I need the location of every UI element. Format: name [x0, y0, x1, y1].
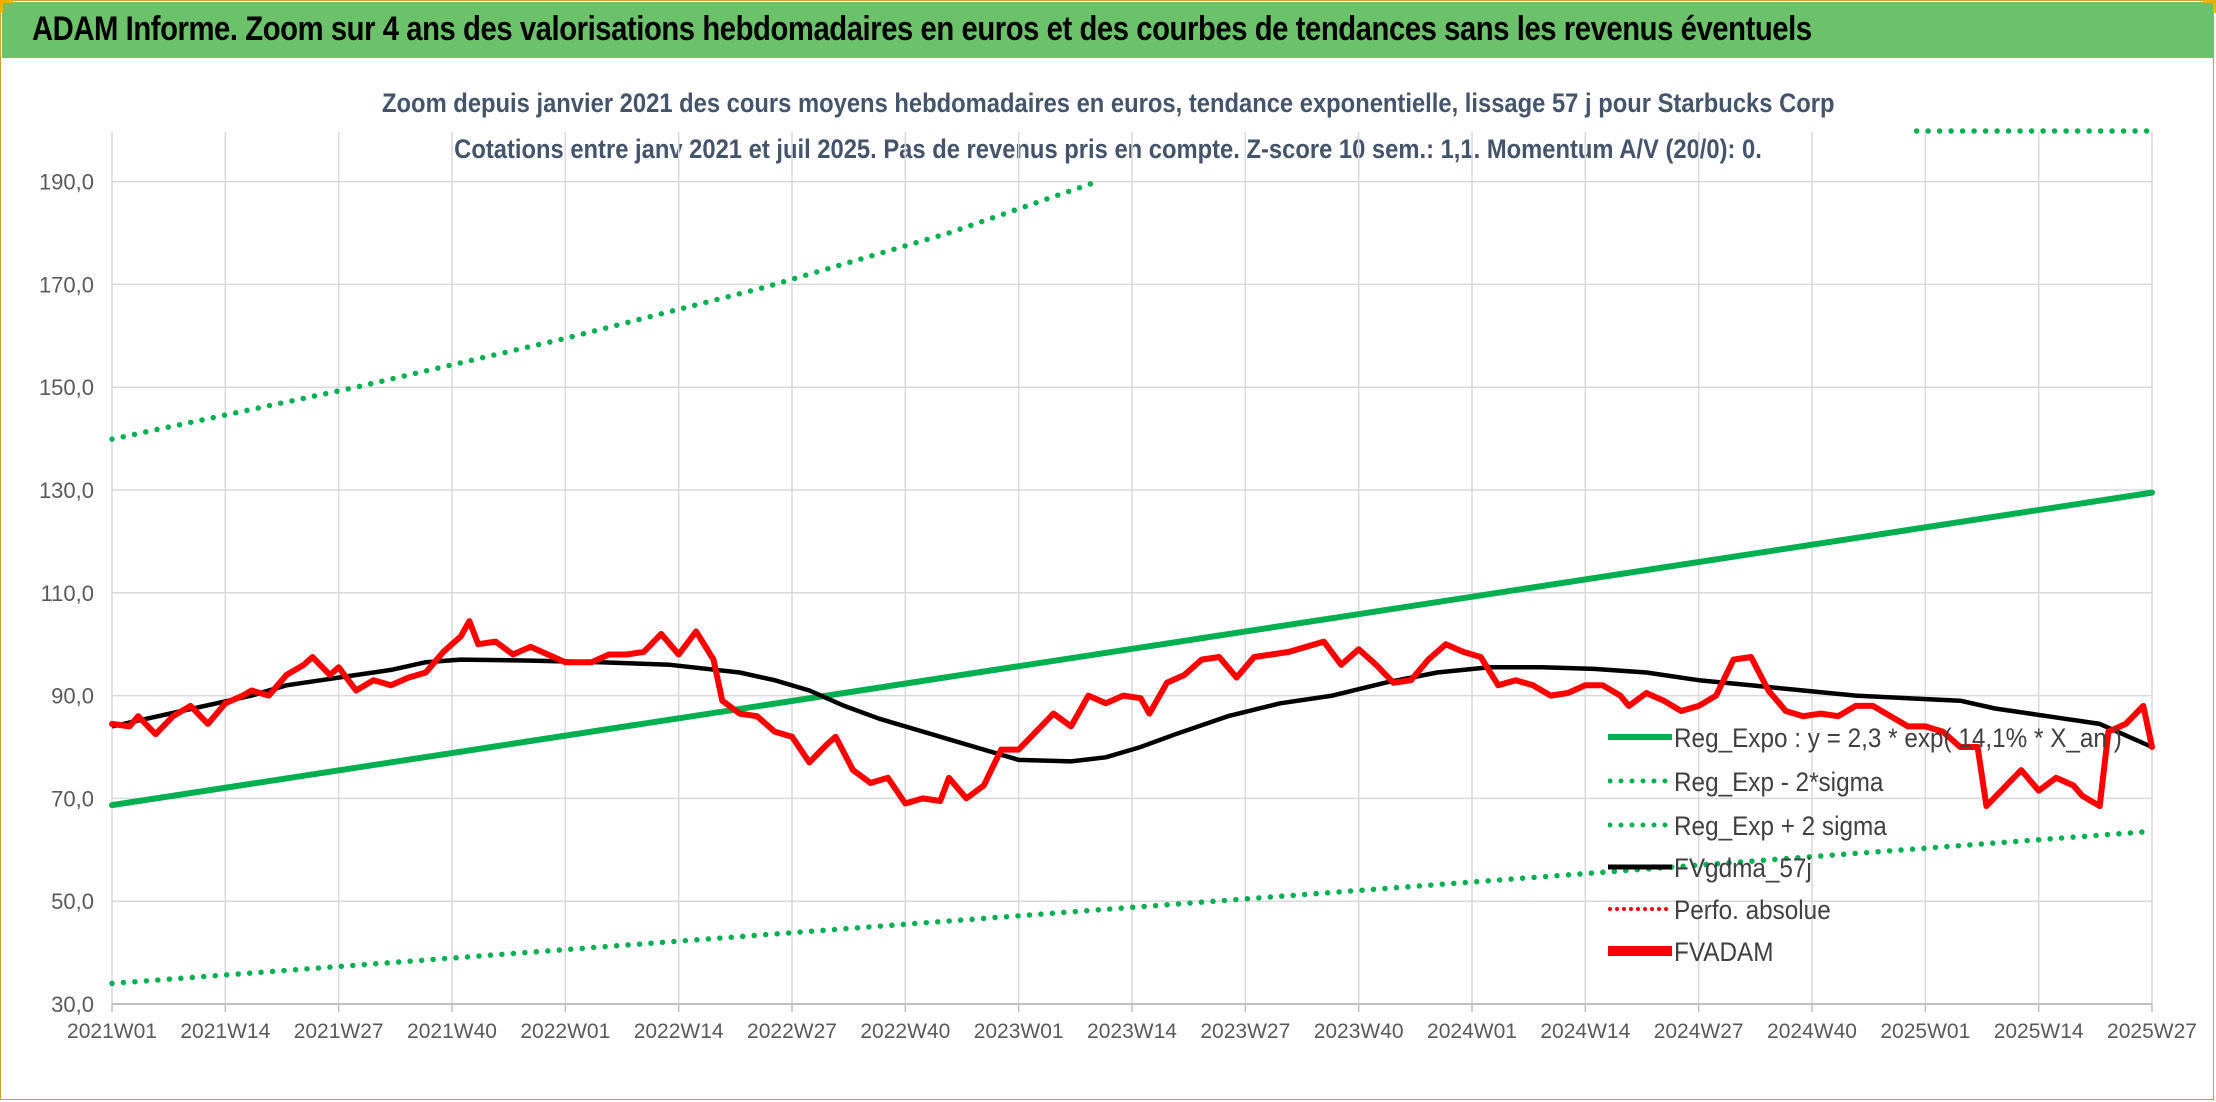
chart-subtitle: Cotations entre janv 2021 et juil 2025. … — [454, 134, 1762, 164]
y-tick-label: 50,0 — [51, 889, 94, 914]
x-tick-label: 2022W01 — [520, 1020, 610, 1043]
x-tick-label: 2023W01 — [974, 1020, 1064, 1043]
legend-label: Reg_Expo : y = 2,3 * exp( 14,1% * X_an ) — [1674, 723, 2122, 753]
series-line-reg-expo-y-2-3-exp-14-1-x-an — [109, 489, 2155, 809]
legend-swatch-dotted-green — [1608, 822, 1672, 828]
y-tick-label: 150,0 — [39, 375, 94, 400]
banner-title: ADAM Informe. Zoom sur 4 ans des valoris… — [32, 10, 1812, 48]
y-tick-label: 190,0 — [39, 170, 94, 195]
legend-swatch-dotted-green — [1608, 778, 1672, 784]
legend-swatch-thick-red — [1608, 946, 1672, 956]
legend-item-reg-exp-minus: Reg_Exp - 2*sigma — [1600, 766, 2120, 797]
series-line-reg-exp-2-sigma — [109, 178, 1100, 442]
series-line-fvgdma-57j — [111, 657, 2153, 764]
legend-label: FVADAM — [1674, 937, 1774, 967]
x-tick-label: 2023W40 — [1314, 1020, 1404, 1043]
chart-title: Zoom depuis janvier 2021 des cours moyen… — [381, 88, 1835, 118]
x-tick-label: 2025W01 — [1880, 1020, 1970, 1043]
y-tick-label: 170,0 — [39, 272, 94, 297]
x-tick-label: 2024W01 — [1427, 1020, 1517, 1043]
y-tick-label: 90,0 — [51, 684, 94, 709]
y-tick-label: 130,0 — [39, 478, 94, 503]
x-tick-label: 2022W40 — [860, 1020, 950, 1043]
legend-item-reg-expo: Reg_Expo : y = 2,3 * exp( 14,1% * X_an ) — [1600, 722, 2122, 753]
y-tick-label: 70,0 — [51, 786, 94, 811]
legend-swatch-dotted-red — [1608, 907, 1672, 911]
x-tick-label: 2025W14 — [1994, 1020, 2084, 1043]
legend-swatch-solid-green — [1608, 734, 1672, 740]
x-tick-label: 2024W14 — [1540, 1020, 1630, 1043]
legend-swatch-solid-black — [1608, 864, 1672, 870]
x-tick-label: 2021W40 — [407, 1020, 497, 1043]
report-banner: ADAM Informe. Zoom sur 4 ans des valoris… — [2, 2, 2214, 58]
series-line-reg-exp-2-sigma — [109, 828, 2155, 987]
legend-label: Reg_Exp - 2*sigma — [1674, 767, 1884, 797]
corner-mark-top-right — [2203, 0, 2216, 13]
legend-item-fvgdma: FVgdma_57j — [1600, 852, 2120, 883]
x-tick-label: 2021W14 — [180, 1020, 270, 1043]
x-tick-label: 2025W27 — [2107, 1020, 2197, 1043]
x-tick-label: 2021W01 — [67, 1020, 157, 1043]
legend-label: Perfo. absolue — [1674, 895, 1831, 925]
legend-label: Reg_Exp + 2 sigma — [1674, 811, 1887, 841]
legend-item-perfo: Perfo. absolue — [1600, 894, 2120, 925]
x-tick-label: 2022W14 — [634, 1020, 724, 1043]
x-tick-label: 2022W27 — [747, 1020, 837, 1043]
x-tick-label: 2023W14 — [1087, 1020, 1177, 1043]
x-tick-label: 2024W27 — [1654, 1020, 1744, 1043]
x-tick-label: 2023W27 — [1200, 1020, 1290, 1043]
x-tick-label: 2021W27 — [294, 1020, 384, 1043]
legend-item-fvadam: FVADAM — [1600, 936, 2120, 967]
y-tick-label: 30,0 — [51, 992, 94, 1017]
x-tick-label: 2024W40 — [1767, 1020, 1857, 1043]
y-tick-label: 110,0 — [41, 581, 94, 606]
series-line-fvadam — [109, 618, 2155, 810]
corner-mark-top-left — [0, 0, 13, 13]
legend-label: FVgdma_57j — [1674, 853, 1812, 883]
legend-item-reg-exp-plus: Reg_Exp + 2 sigma — [1600, 810, 2120, 841]
